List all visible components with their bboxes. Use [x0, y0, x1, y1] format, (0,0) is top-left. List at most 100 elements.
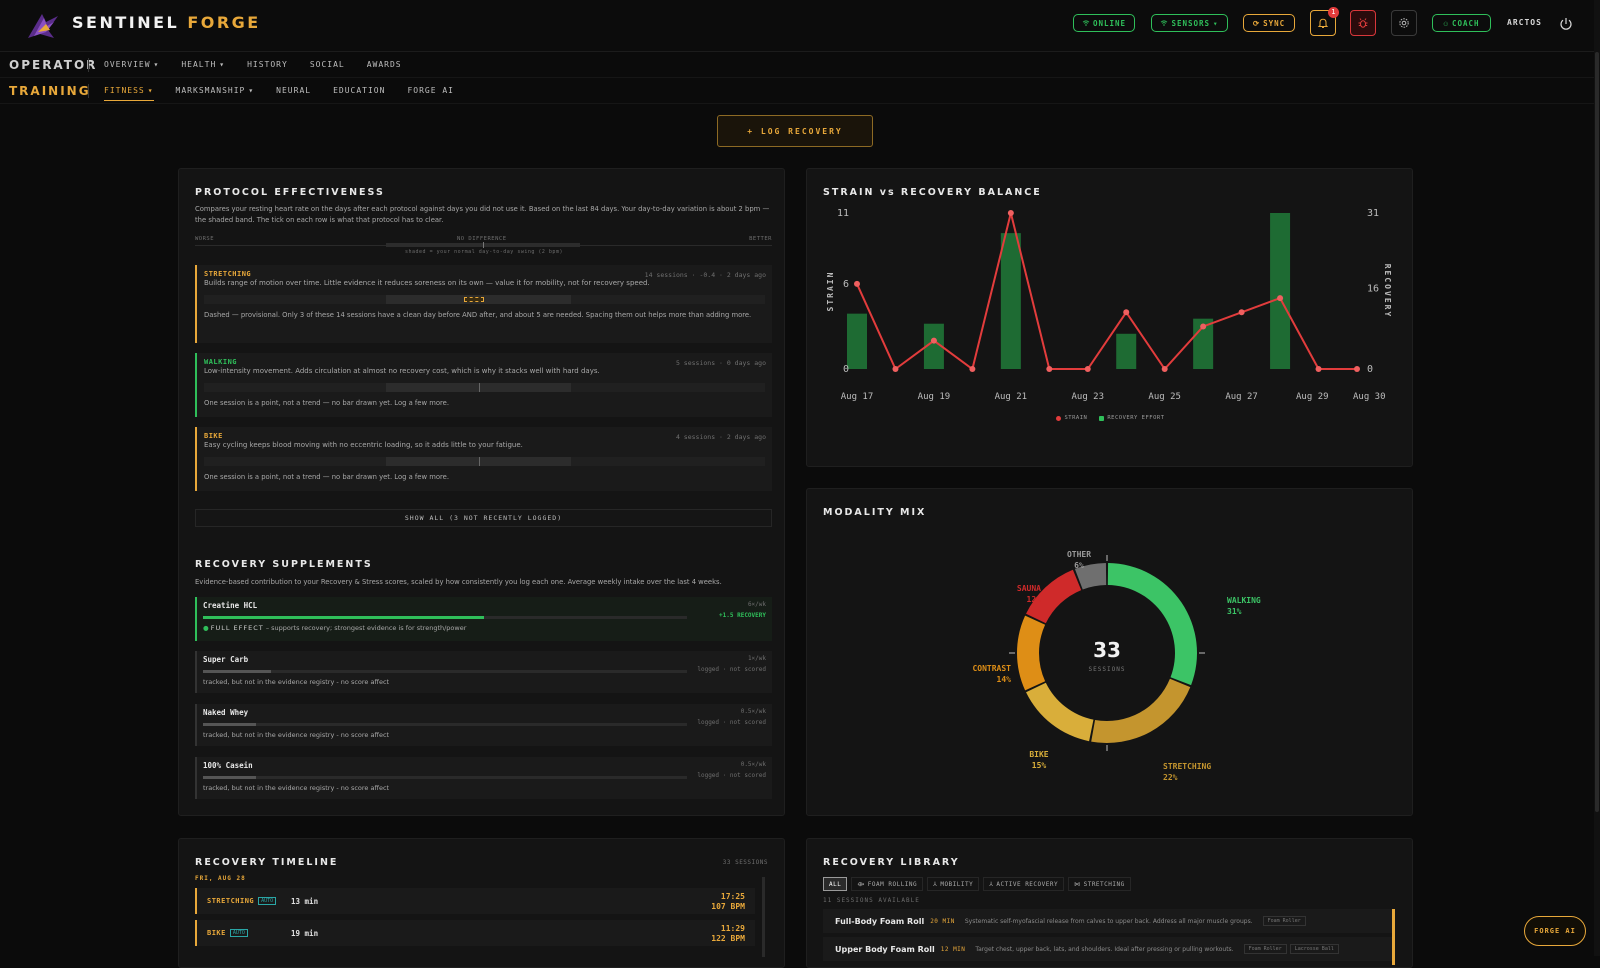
slice-percent: 14%	[997, 675, 1012, 684]
chip-mobility[interactable]: ⅄ MOBILITY	[927, 877, 980, 891]
supplements-description: Evidence-based contribution to your Reco…	[195, 578, 722, 586]
strain-point	[1161, 366, 1168, 372]
library-filter-chips: ALL ⟴ FOAM ROLLING ⅄ MOBILITY ⅄ ACTIVE RECO…	[823, 877, 1135, 891]
x-tick-label: Aug 27	[1225, 392, 1258, 402]
chip-stretching[interactable]: ⋈ STRETCHING	[1068, 877, 1131, 891]
strain-point	[1354, 366, 1360, 372]
tab-marksmanship[interactable]: MARKSMANSHIP ▾	[175, 86, 255, 95]
slice-label: SAUNA	[1017, 584, 1041, 593]
y-tick-right: 0	[1367, 364, 1373, 375]
library-session-name: Full-Body Foam Roll	[835, 916, 925, 926]
effect-scale: WORSE NO DIFFERENCE BETTER shaded = your…	[195, 236, 772, 256]
slice-percent: 22%	[1163, 773, 1178, 782]
power-icon[interactable]	[1557, 15, 1575, 33]
effect-range-provisional	[464, 297, 484, 302]
page-scrollbar-thumb[interactable]	[1595, 52, 1599, 812]
tab-neural[interactable]: NEURAL	[276, 86, 312, 95]
tab-fitness[interactable]: FITNESS ▾	[104, 78, 154, 104]
notifications-button[interactable]: 1	[1310, 7, 1339, 36]
protocol-meta: 5 sessions · 0 days ago	[675, 359, 766, 367]
donut-slice	[1026, 569, 1082, 624]
effect-tick	[479, 383, 480, 392]
nav-awards[interactable]: AWARDS	[366, 60, 402, 69]
operator-label: OPERATOR	[9, 57, 98, 72]
show-all-button[interactable]: SHOW ALL (3 NOT RECENTLY LOGGED)	[195, 509, 772, 527]
top-bar: SENTINEL FORGE ONLINE SENSORS ▾ ⟳ SYNC 1…	[0, 0, 1600, 52]
auto-tag: AUTO	[229, 929, 248, 937]
balance-chart[interactable]: 0 6 11 0 16 31 Aug 17 Aug 19 Aug 21 Aug 23 Aug 25 A…	[807, 197, 1414, 437]
strain-point	[1200, 323, 1207, 330]
strain-point	[1007, 210, 1014, 216]
status-dot-icon: ●	[203, 624, 209, 632]
protocol-meta: 14 sessions · -0.4 · 2 days ago	[644, 271, 766, 279]
strain-point	[892, 366, 899, 372]
library-row[interactable]: Upper Body Foam Roll 12 MIN Target chest…	[823, 937, 1395, 961]
supplement-rate: 0.5×/wk	[740, 708, 766, 715]
nav-social[interactable]: SOCIAL	[309, 60, 345, 69]
supplement-note: ● FULL EFFECT – supports recovery; stron…	[203, 624, 467, 632]
chip-foam-rolling[interactable]: ⟴ FOAM ROLLING	[851, 877, 924, 891]
sync-button[interactable]: ⟳ SYNC	[1243, 14, 1295, 32]
y-tick-left: 11	[837, 208, 849, 219]
slice-percent: 31%	[1227, 607, 1242, 616]
supplement-note: tracked, but not in the evidence registr…	[203, 678, 390, 686]
timeline-row[interactable]: STRETCHING AUTO 13 min 17:25 107 BPM	[195, 888, 755, 914]
user-name[interactable]: ARCTOS	[1507, 18, 1542, 27]
library-scrollbar[interactable]	[1392, 909, 1395, 965]
supplement-item[interactable]: 100% Casein 0.5×/wk logged · not scored …	[195, 757, 772, 799]
library-row[interactable]: Full-Body Foam Roll 20 MIN Systematic se…	[823, 909, 1395, 933]
gear-icon	[1399, 18, 1409, 28]
library-card: RECOVERY LIBRARY ALL ⟴ FOAM ROLLING ⅄ MOBI…	[806, 838, 1413, 968]
x-tick-label: Aug 30	[1353, 392, 1386, 402]
recovery-bar	[847, 313, 867, 369]
supplement-name: Creatine HCL	[203, 601, 258, 610]
tab-forge-ai[interactable]: FORGE AI	[407, 86, 454, 95]
session-duration: 13 min	[291, 896, 319, 906]
strain-point	[1123, 309, 1130, 316]
donut-slice	[1091, 678, 1191, 743]
stretch-icon: ⋈	[1074, 880, 1081, 888]
bug-icon	[1358, 18, 1368, 28]
timeline-scrollbar[interactable]	[762, 877, 765, 957]
scale-none-label: NO DIFFERENCE	[457, 236, 507, 242]
strain-point	[1277, 295, 1284, 302]
nav-overview[interactable]: OVERVIEW ▾	[104, 60, 160, 69]
equipment-tag: Foam Roller	[1262, 916, 1306, 926]
timeline-row[interactable]: BIKE AUTO 19 min 11:29 122 BPM	[195, 920, 755, 946]
strain-point	[854, 280, 860, 287]
effect-band	[386, 457, 571, 466]
scale-worse-label: WORSE	[195, 236, 215, 242]
supplement-bar	[203, 776, 687, 779]
alert-button[interactable]	[1350, 10, 1376, 36]
strain-point	[1315, 366, 1322, 372]
sensors-dropdown[interactable]: SENSORS ▾	[1151, 14, 1228, 32]
y-tick-left: 6	[843, 279, 849, 290]
supplement-bar-fill	[203, 616, 484, 619]
protocol-item[interactable]: BIKE 4 sessions · 2 days ago Easy cyclin…	[195, 427, 772, 491]
online-status-pill[interactable]: ONLINE	[1073, 14, 1135, 32]
settings-button[interactable]	[1391, 10, 1417, 36]
legend-strain: STRAIN	[1056, 415, 1087, 421]
log-recovery-button[interactable]: + LOG RECOVERY	[717, 115, 873, 147]
coach-button[interactable]: ⚇ COACH	[1432, 14, 1491, 32]
supplement-rate: 1×/wk	[747, 655, 766, 662]
chip-all[interactable]: ALL	[823, 877, 848, 891]
nav-history[interactable]: HISTORY	[247, 60, 288, 69]
strain-point	[969, 366, 976, 372]
donut-slice	[1074, 563, 1107, 590]
modality-donut-chart[interactable]: WALKING 31% STRETCHING 22% BIKE 15% CONTRAST 14…	[807, 519, 1414, 809]
supplement-item[interactable]: Creatine HCL 6×/wk +1.5 RECOVERY ● FULL …	[195, 597, 772, 641]
protocol-item[interactable]: WALKING 5 sessions · 0 days ago Low-inte…	[195, 353, 772, 417]
nav-health[interactable]: HEALTH ▾	[181, 60, 226, 69]
protocol-item[interactable]: STRETCHING 14 sessions · -0.4 · 2 days a…	[195, 265, 772, 343]
supplement-item[interactable]: Super Carb 1×/wk logged · not scored tra…	[195, 651, 772, 693]
supplement-item[interactable]: Naked Whey 0.5×/wk logged · not scored t…	[195, 704, 772, 746]
logo-icon[interactable]	[24, 8, 62, 46]
chip-active-recovery[interactable]: ⅄ ACTIVE RECOVERY	[983, 877, 1065, 891]
tab-education[interactable]: EDUCATION	[333, 86, 386, 95]
signal-icon	[1161, 20, 1168, 26]
x-tick-label: Aug 17	[841, 392, 874, 402]
forge-ai-button[interactable]: FORGE AI	[1524, 916, 1586, 946]
supplement-bar-fill	[203, 670, 271, 673]
chevron-down-icon: ▾	[153, 60, 160, 69]
